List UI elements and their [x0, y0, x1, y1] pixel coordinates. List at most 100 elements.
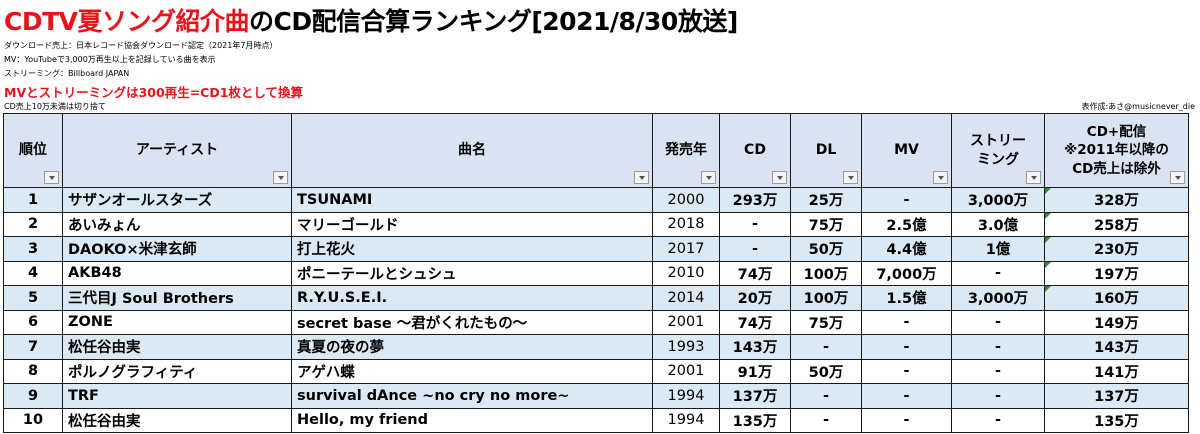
title-highlight: CDTV夏ソング紹介曲: [4, 7, 250, 36]
filter-dropdown-icon[interactable]: [273, 171, 288, 184]
streaming-cell: 1億: [951, 236, 1045, 262]
table-row: 3 DAOKO×米津玄師 打上花火 2017-50万 4.4億 1億 230万: [3, 236, 1189, 262]
cd-cell: 135万: [719, 407, 791, 433]
header-song: 曲名: [291, 113, 653, 188]
dl-cell: 25万: [790, 187, 862, 213]
artist-cell: DAOKO×米津玄師: [62, 236, 292, 262]
mv-cell: 2.5億: [861, 211, 952, 237]
table-row: 1 サザンオールスターズ TSUNAMI 2000 293万 25万 -3,000万 328万: [3, 187, 1189, 213]
song-cell: アゲハ蝶: [291, 358, 653, 384]
song-cell: survival dAnce ~no cry no more~: [291, 383, 653, 409]
song-cell: secret base ～君がくれたもの～: [291, 309, 653, 335]
table-row: 6 ZONE secret base ～君がくれたもの～ 2001 74万 75万 - -14…: [3, 309, 1189, 335]
dl-cell: 75万: [790, 211, 862, 237]
total-cell: 141万: [1044, 358, 1189, 384]
dl-cell: -: [790, 334, 862, 360]
header-rank: 順位: [3, 113, 63, 188]
song-cell: TSUNAMI: [291, 187, 653, 213]
filter-dropdown-icon[interactable]: [44, 171, 59, 184]
header-artist: アーティスト: [62, 113, 292, 188]
artist-cell: ZONE: [62, 309, 292, 335]
streaming-cell: -: [951, 334, 1045, 360]
filter-dropdown-icon[interactable]: [634, 171, 649, 184]
streaming-cell: 3,000万: [951, 187, 1045, 213]
table-row: 10 松任谷由実 Hello, my friend 1994 135万 - - -135万: [3, 407, 1189, 433]
page-title: CDTV夏ソング紹介曲のCD配信合算ランキング[2021/8/30放送]: [4, 2, 738, 36]
header-dl: DL: [790, 113, 862, 188]
table-row: 4 AKB48 ポニーテールとシュシュ 2010 74万 100万 7,000万 -197万: [3, 260, 1189, 286]
filter-dropdown-icon[interactable]: [843, 171, 858, 184]
artist-cell: ポルノグラフィティ: [62, 358, 292, 384]
mv-cell: -: [861, 358, 952, 384]
filter-dropdown-icon[interactable]: [933, 171, 948, 184]
rank-cell: 6: [3, 309, 63, 335]
streaming-cell: -: [951, 407, 1045, 433]
cd-cell: 20万: [719, 285, 791, 311]
year-cell: 1993: [652, 334, 720, 360]
cd-cell: 74万: [719, 309, 791, 335]
sort-dropdown-icon[interactable]: [1170, 171, 1185, 184]
year-cell: 1994: [652, 383, 720, 409]
cd-cell: -: [719, 211, 791, 237]
cd-cell: 293万: [719, 187, 791, 213]
streaming-cell: 3,000万: [951, 285, 1045, 311]
total-cell: 137万: [1044, 383, 1189, 409]
cd-cell: 91万: [719, 358, 791, 384]
mv-cell: -: [861, 407, 952, 433]
title-rest: のCD配信合算ランキング[2021/8/30放送]: [249, 7, 738, 36]
mv-cell: -: [861, 334, 952, 360]
artist-cell: あいみょん: [62, 211, 292, 237]
table-row: 8 ポルノグラフィティ アゲハ蝶 2001 91万 50万 - -141万: [3, 358, 1189, 384]
table-row: 7 松任谷由実 真夏の夜の夢 1993 143万 - - -143万: [3, 334, 1189, 360]
ranking-table: 順位 アーティスト 曲名 発売年 CD DL MV ストリー ミング CD+配信 ※…: [3, 113, 1189, 433]
mv-cell: 1.5億: [861, 285, 952, 311]
year-cell: 2010: [652, 260, 720, 286]
total-cell: 197万: [1044, 260, 1189, 286]
song-cell: 真夏の夜の夢: [291, 334, 653, 360]
rank-cell: 10: [3, 407, 63, 433]
filter-dropdown-icon[interactable]: [1026, 171, 1041, 184]
artist-cell: TRF: [62, 383, 292, 409]
streaming-cell: -: [951, 309, 1045, 335]
filter-dropdown-icon[interactable]: [772, 171, 787, 184]
cd-cell: 137万: [719, 383, 791, 409]
credit: 表作成:あさ@musicnever_die: [1081, 102, 1195, 111]
total-cell: 230万: [1044, 236, 1189, 262]
dl-cell: 100万: [790, 285, 862, 311]
filter-dropdown-icon[interactable]: [701, 171, 716, 184]
streaming-cell: -: [951, 260, 1045, 286]
header-year: 発売年: [652, 113, 720, 188]
year-cell: 2001: [652, 309, 720, 335]
artist-cell: 三代目J Soul Brothers: [62, 285, 292, 311]
note-mv: MV：YouTubeで3,000万再生以上を記録している曲を表示: [4, 55, 216, 64]
note-download: ダウンロード売上：日本レコード協会ダウンロード認定（2021年7月時点）: [4, 41, 278, 50]
song-cell: 打上花火: [291, 236, 653, 262]
dl-cell: 75万: [790, 309, 862, 335]
rank-cell: 8: [3, 358, 63, 384]
dl-cell: -: [790, 383, 862, 409]
year-cell: 2018: [652, 211, 720, 237]
cd-footnote: CD売上10万未満は切り捨て: [4, 102, 106, 111]
total-cell: 135万: [1044, 407, 1189, 433]
mv-cell: -: [861, 383, 952, 409]
header-streaming: ストリー ミング: [951, 113, 1045, 188]
mv-cell: 4.4億: [861, 236, 952, 262]
rank-cell: 9: [3, 383, 63, 409]
artist-cell: 松任谷由実: [62, 334, 292, 360]
rank-cell: 5: [3, 285, 63, 311]
artist-cell: 松任谷由実: [62, 407, 292, 433]
streaming-cell: -: [951, 383, 1045, 409]
total-cell: 160万: [1044, 285, 1189, 311]
total-cell: 258万: [1044, 211, 1189, 237]
total-cell: 328万: [1044, 187, 1189, 213]
header-cd: CD: [719, 113, 791, 188]
mv-cell: -: [861, 187, 952, 213]
year-cell: 2000: [652, 187, 720, 213]
artist-cell: AKB48: [62, 260, 292, 286]
dl-cell: 50万: [790, 236, 862, 262]
dl-cell: 50万: [790, 358, 862, 384]
cd-cell: -: [719, 236, 791, 262]
table-row: 9 TRF survival dAnce ~no cry no more~ 1994 1…: [3, 383, 1189, 409]
year-cell: 2014: [652, 285, 720, 311]
song-cell: マリーゴールド: [291, 211, 653, 237]
